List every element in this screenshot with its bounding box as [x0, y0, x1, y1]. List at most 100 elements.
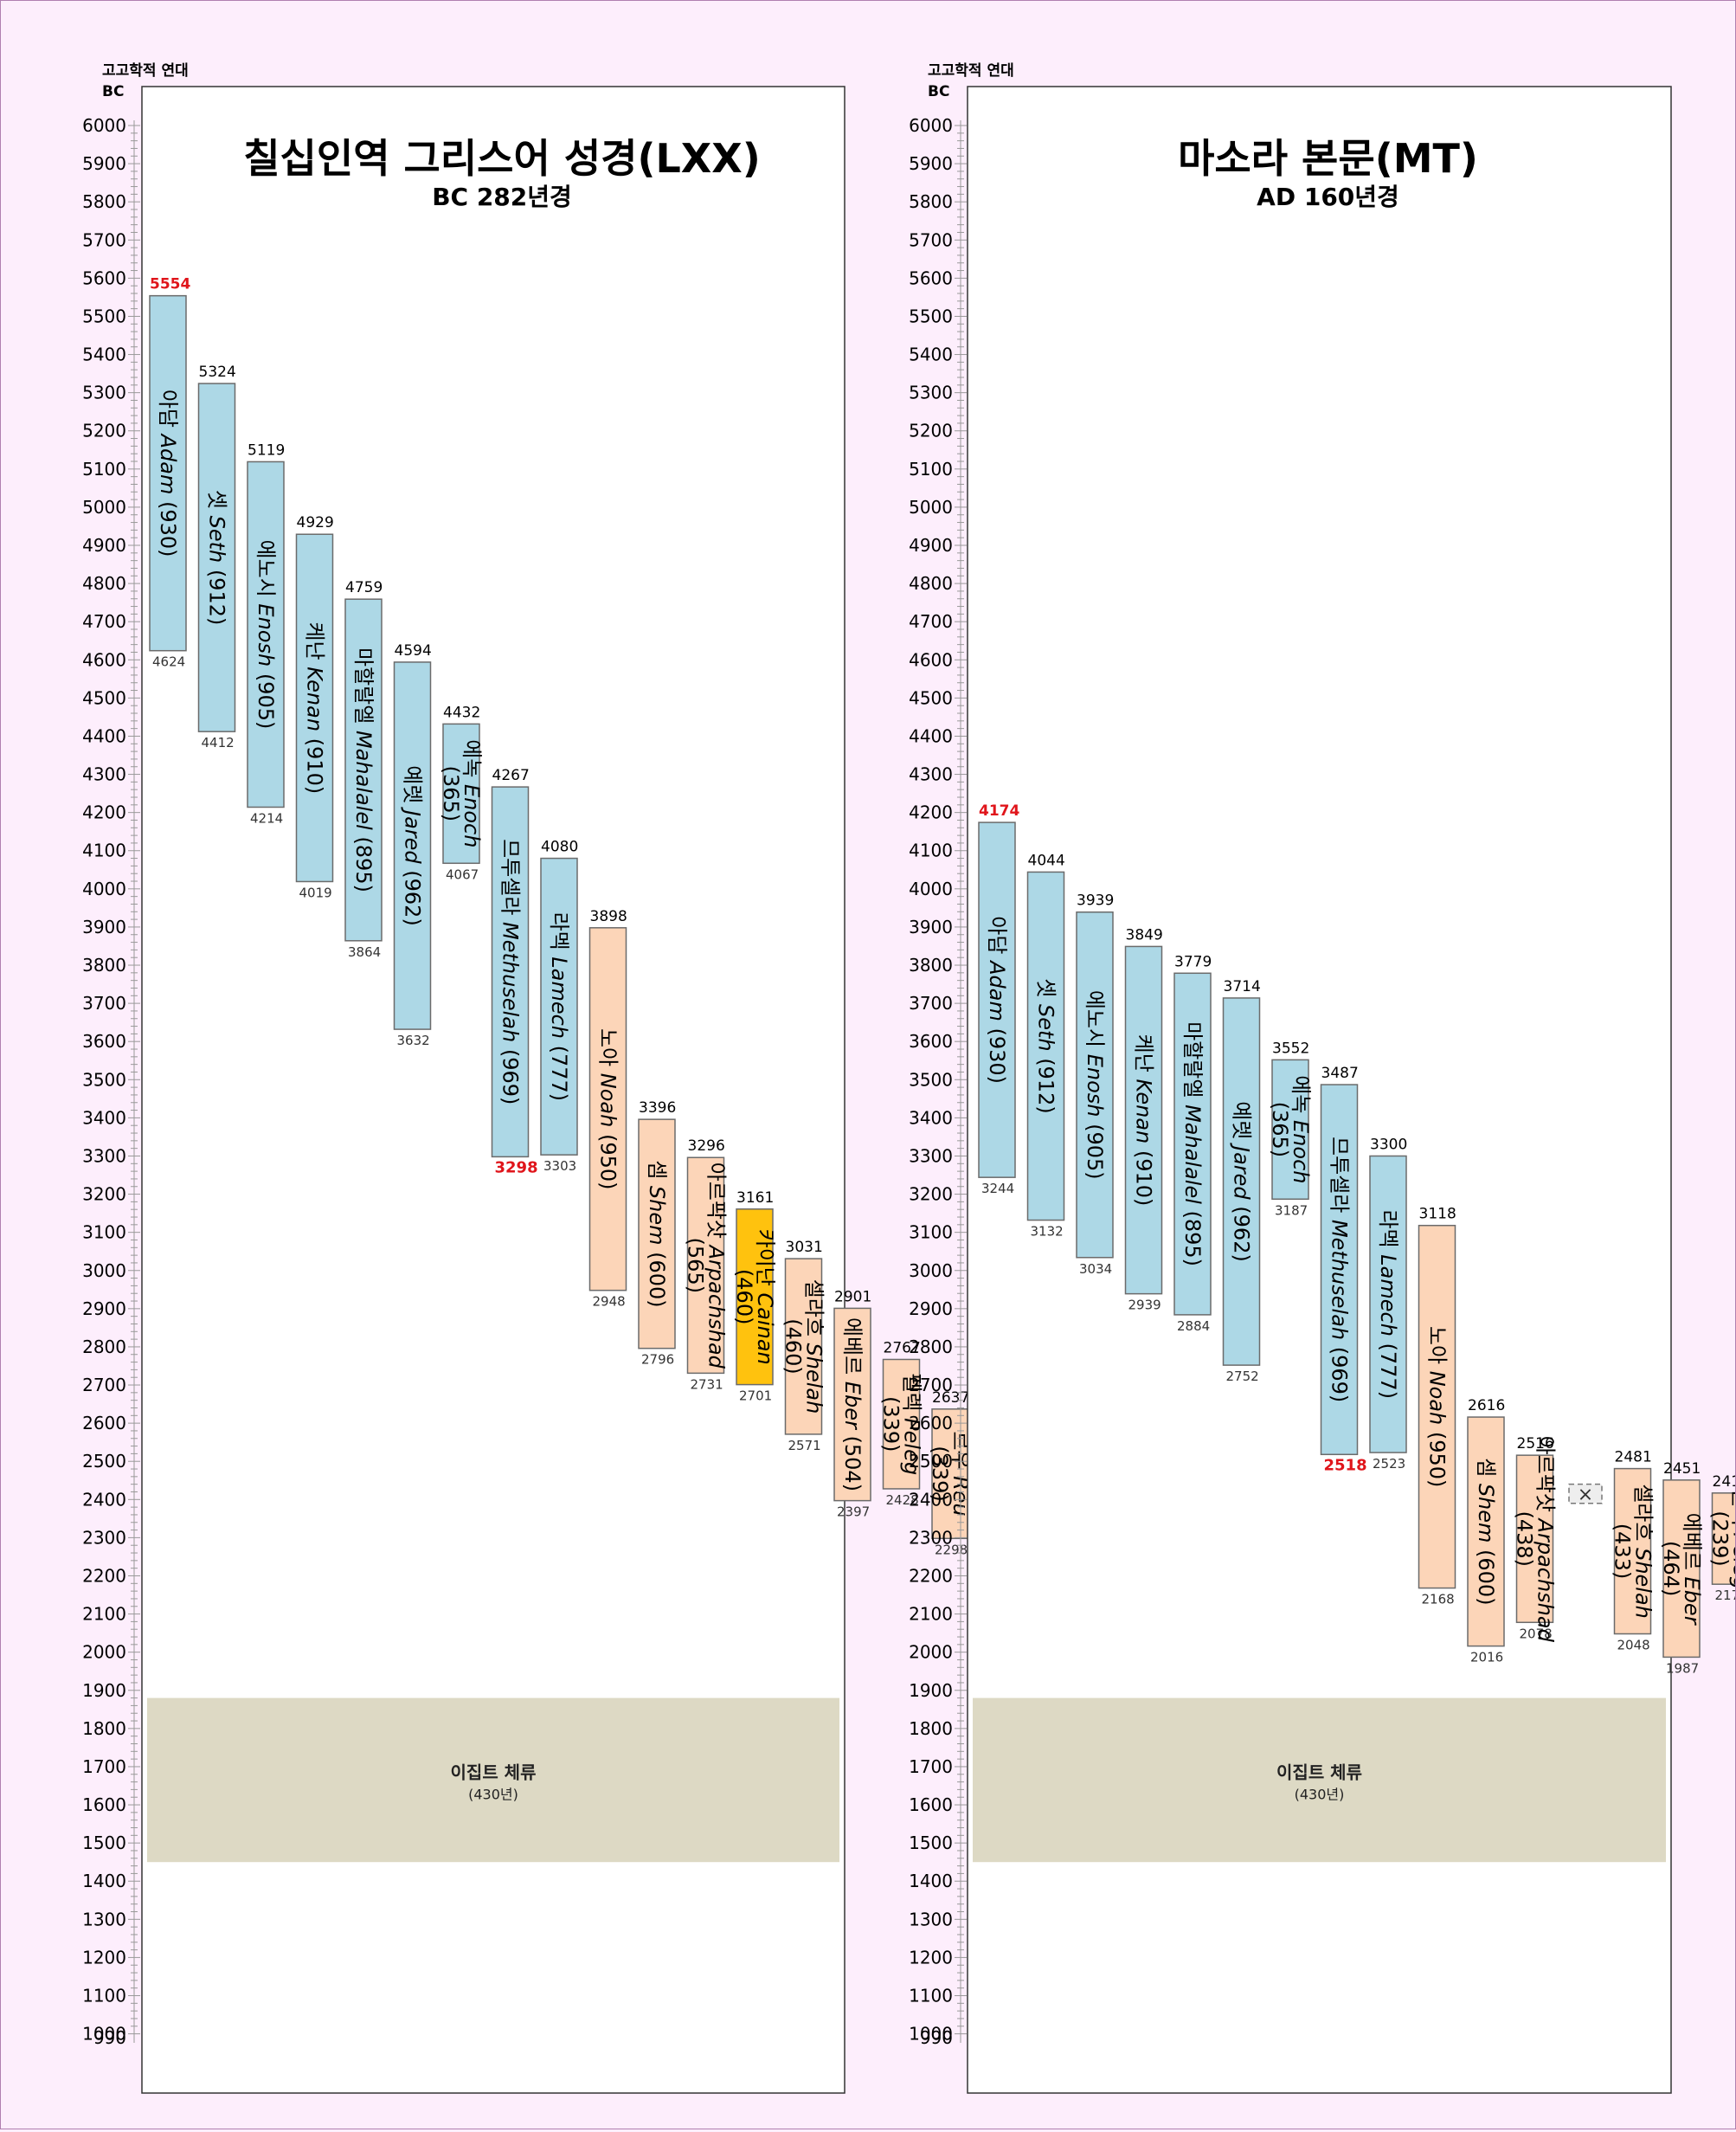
name-ko: 노아	[596, 1028, 620, 1073]
person-name-label: 므투셀라 Methuselah (969)	[1328, 1137, 1352, 1402]
tick-label: 3200	[909, 1184, 953, 1205]
tick-label: 2500	[909, 1451, 953, 1472]
tick-label: 1000	[82, 2024, 126, 2045]
name-years: (905)	[1083, 1124, 1107, 1180]
person-name-label: 마할랄엘 Mahalalel (895)	[351, 647, 376, 892]
name-en: Mahalalel	[351, 731, 376, 836]
tick-label: 1200	[82, 1947, 126, 1968]
tick-label: 5200	[909, 421, 953, 441]
tick-label: 2800	[909, 1337, 953, 1357]
end-year-label: 2939	[1128, 1298, 1161, 1313]
tick-label: 1100	[82, 1985, 126, 2006]
tick-label: 3200	[82, 1184, 126, 1205]
end-year-label: 3244	[981, 1181, 1014, 1196]
lifespan-bar-group: 3031 2571 셀라흐 Shelah(460)	[781, 1239, 826, 1453]
tick-label: 5800	[909, 191, 953, 212]
tick-label: 4100	[82, 841, 126, 861]
name-line: 에녹 Enoch	[1289, 1075, 1313, 1183]
person-name-label: 라멕 Lamech (777)	[547, 912, 571, 1102]
name-en: Adam	[985, 959, 1009, 1027]
lifespan-bar	[686, 1156, 725, 1375]
placeholder-mark: ×	[1578, 1485, 1593, 1506]
name-years: (912)	[205, 570, 229, 626]
name-years: (600)	[1474, 1549, 1498, 1606]
lifespan-bar-group: 4759 3864 마할랄엘 Mahalalel (895)	[344, 579, 383, 960]
end-year-label: 2752	[1226, 1369, 1259, 1384]
start-year-label: 4759	[345, 579, 383, 596]
name-en: Lamech	[1376, 1254, 1400, 1343]
years-line: (464)	[1659, 1541, 1683, 1597]
tick-label: 5700	[909, 229, 953, 250]
lifespan-bar-group: 3118 2168 노아 Noah (950)	[1418, 1206, 1456, 1607]
name-ko: 케난	[303, 622, 327, 667]
name-years: (504)	[840, 1436, 865, 1492]
lifespan-bar	[344, 598, 383, 942]
person-name-label: 셋 Seth (912)	[205, 490, 229, 626]
end-year-label: 2523	[1373, 1456, 1405, 1472]
tick-label: 3000	[82, 1260, 126, 1281]
lifespan-bar-group: 3939 3034 에노시 Enosh (905)	[1076, 892, 1114, 1277]
name-years: (910)	[303, 738, 327, 795]
lifespan-bar	[247, 461, 285, 808]
start-year-label: 4929	[297, 514, 334, 531]
start-year-label: 3714	[1224, 978, 1261, 995]
end-year-label: 2078	[1520, 1626, 1553, 1641]
axis-caption: 고고학적 연대	[928, 62, 1014, 80]
start-year-label: 4594	[395, 642, 432, 660]
name-en: Enosh	[254, 603, 278, 673]
name-en: Shem	[645, 1186, 669, 1252]
end-year-label: 2168	[1422, 1592, 1455, 1607]
tick-label: 3600	[909, 1031, 953, 1052]
name-en: Seth	[1034, 1004, 1058, 1058]
egypt-band	[973, 1697, 1666, 1863]
tick-label: 5000	[82, 497, 126, 518]
person-name-label: 케난 Kenan (910)	[1132, 1034, 1156, 1207]
lifespan-bar-group: 3161 2701 카이난 Cainan(460)	[732, 1189, 777, 1404]
name-en: Enoch	[1289, 1120, 1313, 1183]
start-year-label: 2516	[1517, 1435, 1554, 1452]
start-year-label: 3300	[1370, 1136, 1407, 1153]
name-ko: 케난	[1132, 1034, 1156, 1079]
tick-label: 4200	[82, 802, 126, 823]
tick-label: 990	[93, 2027, 126, 2048]
name-en: Shelah	[1631, 1548, 1656, 1619]
lifespan-bar	[197, 383, 236, 732]
name-en: Adam	[156, 433, 180, 501]
person-name-label: 아담 Adam (930)	[985, 916, 1009, 1084]
name-years: (905)	[254, 673, 278, 730]
axis-unit-label: BC	[102, 83, 124, 100]
end-year-label: 3034	[1079, 1261, 1112, 1277]
tick-label: 3000	[909, 1260, 953, 1281]
tick-label: 1200	[909, 1947, 953, 1968]
tick-label: 5400	[909, 345, 953, 365]
tick-label: 4600	[909, 649, 953, 670]
lifespan-bar	[1271, 1059, 1309, 1201]
chart-panel-mt: 고고학적 연대 BC 6000 5900 5800 5700 5600 5500 5400 530…	[909, 62, 1736, 2094]
name-en: Arpachshad	[1533, 1517, 1558, 1643]
lifespan-bar-group: 4080 3303 라멕 Lamech (777)	[540, 839, 578, 1174]
name-en: Jared	[401, 807, 425, 870]
name-years: (962)	[401, 870, 425, 926]
years-line: (339)	[928, 1446, 952, 1502]
lifespan-bar-group: 2451 1987 에베르 Eber(464)	[1659, 1460, 1704, 1677]
name-line: 에베르 Eber	[1680, 1513, 1704, 1626]
tick-label: 1100	[909, 1985, 953, 2006]
lifespan-bar	[1613, 1467, 1652, 1635]
tick-label: 5900	[82, 153, 126, 174]
tick-label: 2600	[909, 1413, 953, 1433]
end-year-label: 2731	[691, 1376, 723, 1392]
person-name-label: 노아 Noah (950)	[1425, 1326, 1450, 1488]
end-year-label: 2016	[1470, 1650, 1503, 1665]
name-en: Shem	[1474, 1484, 1498, 1549]
lifespan-bar	[833, 1307, 871, 1502]
name-years: (912)	[1034, 1058, 1058, 1114]
tick-label: 4200	[909, 802, 953, 823]
placeholder-box	[1568, 1483, 1603, 1504]
lifespan-bar-group: 5324 4412 셋 Seth (912)	[197, 364, 236, 750]
start-year-label: 4267	[492, 767, 530, 784]
end-year-label: 2701	[739, 1388, 772, 1404]
name-line: 셀라흐 Shelah	[802, 1279, 826, 1414]
tick-label: 2200	[909, 1565, 953, 1586]
start-year-label: 3161	[736, 1189, 774, 1207]
